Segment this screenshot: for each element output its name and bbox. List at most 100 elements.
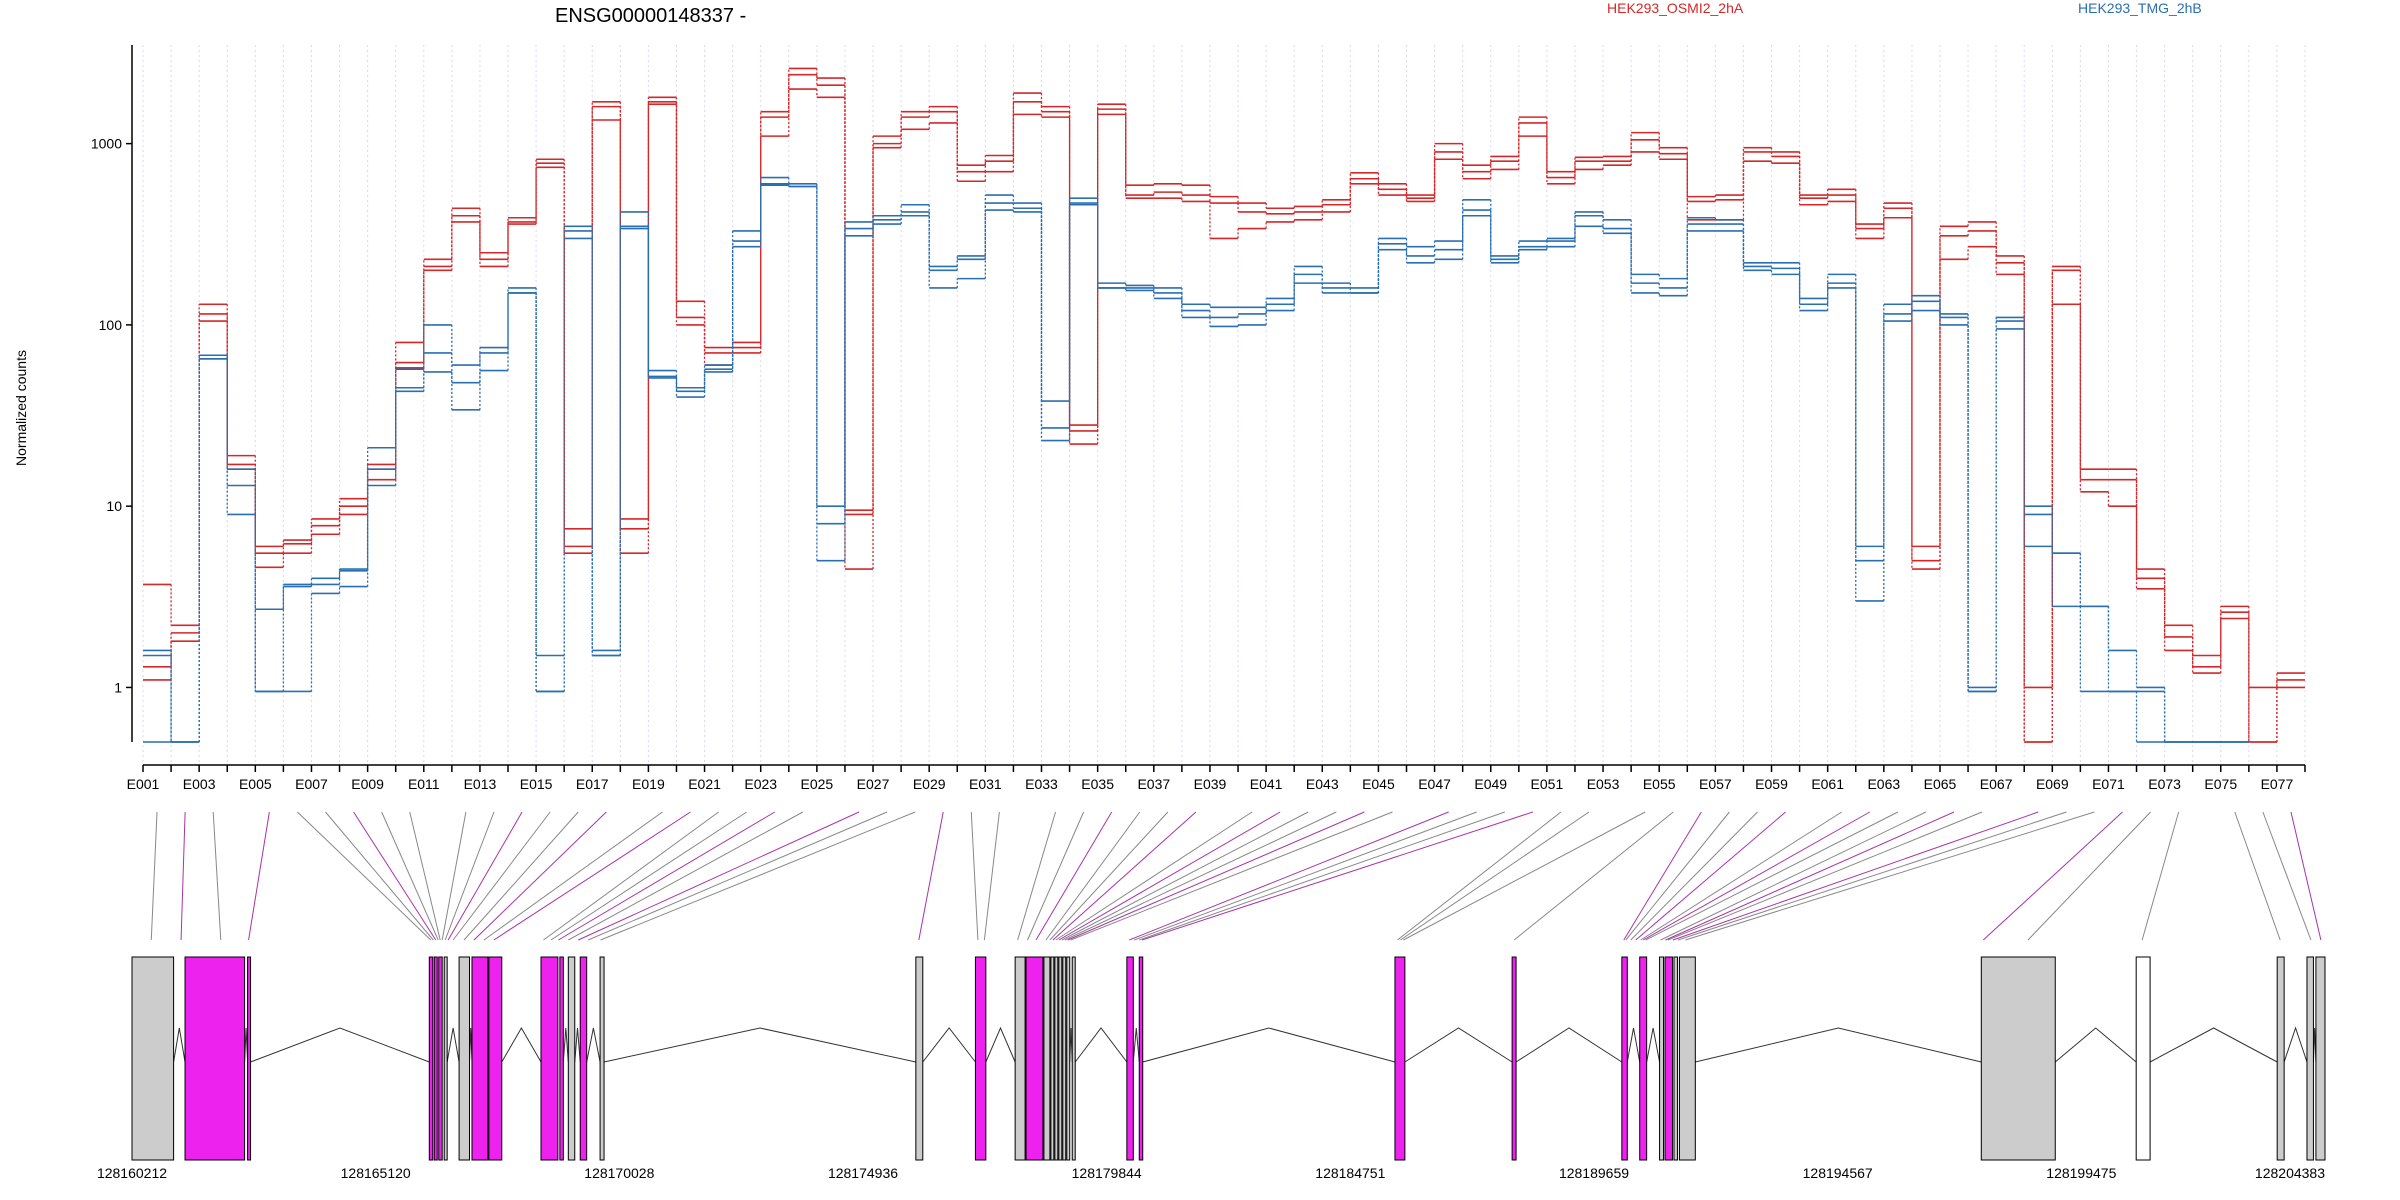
x-tick-label: E051 — [1531, 776, 1564, 792]
exon-block — [1014, 956, 1026, 1161]
exon-connector — [353, 811, 437, 941]
exon-block — [1058, 956, 1063, 1161]
exon-connector — [1625, 811, 1730, 941]
exon-block — [579, 956, 588, 1161]
x-tick-label: E017 — [576, 776, 609, 792]
x-tick-label: E073 — [2148, 776, 2181, 792]
exon-connector — [1677, 811, 2067, 941]
intron-line — [1142, 1027, 1396, 1063]
exon-block — [443, 956, 448, 1161]
x-tick-label: E025 — [801, 776, 834, 792]
exon-block — [1054, 956, 1059, 1161]
intron-line — [1074, 1027, 1128, 1063]
x-tick-label: E063 — [1867, 776, 1900, 792]
intron-line — [985, 1026, 1016, 1063]
series-2 — [143, 73, 2305, 743]
intron-line — [1132, 1027, 1140, 1063]
exon-connector — [1052, 811, 1197, 941]
intron-line — [1626, 1027, 1641, 1063]
x-tick-label: E059 — [1755, 776, 1788, 792]
legend-label-osmi2: HEK293_OSMI2_2hA — [1607, 0, 1744, 16]
intron-line — [603, 1027, 916, 1063]
exon-connector — [409, 811, 441, 941]
exon-block — [1678, 956, 1696, 1161]
exon-connector — [463, 811, 579, 941]
intron-line — [250, 1027, 430, 1063]
exon-block — [247, 956, 252, 1161]
x-tick-label: E071 — [2092, 776, 2125, 792]
series-4 — [143, 176, 2249, 743]
exon-connector — [600, 811, 916, 941]
exon-connector — [983, 811, 1000, 941]
genomic-coordinate-label: 128194567 — [1803, 1165, 1873, 1181]
intron-line — [446, 1027, 460, 1063]
series-1 — [143, 67, 2305, 689]
x-tick-label: E065 — [1924, 776, 1957, 792]
exon-connector — [970, 811, 979, 941]
x-tick-label: E001 — [127, 776, 160, 792]
exon-block — [1511, 956, 1517, 1161]
exon-block — [974, 956, 987, 1161]
exon-connector — [447, 811, 523, 941]
exon-block — [1394, 956, 1406, 1161]
exon-connector — [1403, 811, 1646, 941]
x-tick-label: E031 — [969, 776, 1002, 792]
exon-connector — [578, 811, 860, 941]
x-tick-label: E029 — [913, 776, 946, 792]
intron-line — [173, 1027, 186, 1063]
exon-connector — [444, 811, 495, 941]
genomic-coordinate-label: 128184751 — [1315, 1165, 1385, 1181]
genomic-coordinate-label: 128165120 — [341, 1165, 411, 1181]
y-tick-label: 100 — [99, 317, 123, 333]
exon-connector — [1982, 811, 2123, 941]
exon-connector — [568, 811, 804, 941]
x-tick-label: E039 — [1194, 776, 1227, 792]
genomic-coordinate-label: 128199475 — [2046, 1165, 2116, 1181]
exon-connector — [1142, 811, 1534, 941]
x-tick-label: E007 — [295, 776, 328, 792]
exon-connector — [1045, 811, 1141, 941]
exon-connector — [325, 811, 434, 941]
x-tick-label: E069 — [2036, 776, 2069, 792]
exon-connector — [1397, 811, 1562, 941]
exon-connector — [558, 811, 776, 941]
exon-connector — [1660, 811, 1927, 941]
exon-connector — [1134, 811, 1477, 941]
exon-connector — [473, 811, 607, 941]
exon-connector — [1400, 811, 1590, 941]
intron-line — [2054, 1027, 2137, 1063]
y-tick-label: 1000 — [91, 136, 122, 152]
intron-line — [501, 1026, 542, 1063]
exon-connector — [2027, 811, 2151, 941]
exon-connector — [180, 811, 186, 941]
genomic-coordinate-label: 128174936 — [828, 1165, 898, 1181]
exon-connector — [1061, 811, 1309, 941]
exon-block — [1126, 956, 1134, 1161]
exon-block — [1062, 956, 1067, 1161]
intron-line — [574, 1027, 581, 1063]
x-tick-label: E027 — [857, 776, 890, 792]
gene-model: 128160212 128165120 128170028 128174936 1281… — [97, 811, 2326, 1181]
exon-block — [2306, 956, 2314, 1161]
x-tick-label: E077 — [2261, 776, 2294, 792]
exon-connector — [1630, 811, 1758, 941]
genomic-coordinate-label: 128170028 — [584, 1165, 654, 1181]
exon-connector — [452, 811, 551, 941]
exon-connector — [1513, 811, 1674, 941]
exon-block — [567, 956, 576, 1161]
genomic-coordinate-label: 128204383 — [2255, 1165, 2325, 1181]
exon-block — [1673, 956, 1678, 1161]
x-tick-label: E075 — [2204, 776, 2237, 792]
y-tick-label: 1 — [114, 679, 122, 695]
exon-connector — [1070, 811, 1393, 941]
exon-connector — [918, 811, 944, 941]
exon-block — [1043, 956, 1051, 1161]
x-tick-label: E061 — [1811, 776, 1844, 792]
exon-connector — [1035, 811, 1113, 941]
exon-connector — [248, 811, 270, 941]
exon-connector — [587, 811, 888, 941]
intron-line — [2283, 1026, 2308, 1063]
x-tick-label: E015 — [520, 776, 553, 792]
legend-label-tmg: HEK293_TMG_2hB — [2078, 0, 2202, 16]
